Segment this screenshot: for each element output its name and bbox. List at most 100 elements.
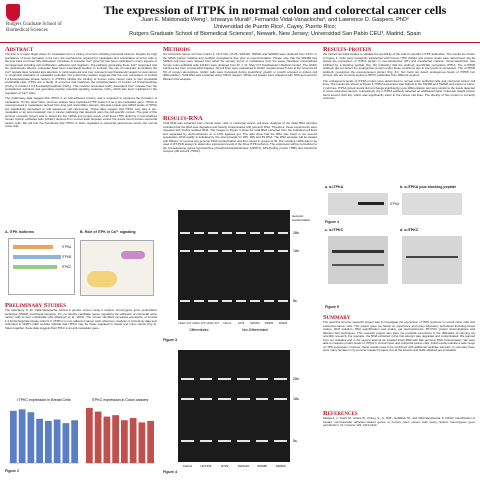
lane-label: CaCo2 [182,464,192,468]
lane-label: HCEC 2CT [192,322,206,325]
gel-band [237,378,250,380]
gel-band [274,440,287,442]
logo-shield [6,4,20,21]
gel-band [222,232,232,234]
references: References Marquez, J., Kohli, M., Artet… [323,410,475,428]
gel-band [250,300,260,302]
fig-caption: Figure 4 [163,470,177,474]
lane-label: SW620 [275,464,286,468]
heading: Results-RNA [163,115,203,122]
marker-label: 18s [293,249,299,253]
gel-band [274,398,287,400]
group-label: Differentiated [189,328,209,332]
gel-band [218,440,231,442]
affiliation: Universidad de Puerto Rico¹, Cayey, Puer… [213,24,337,30]
gel-band [278,250,288,252]
lane-label: HT29 [220,464,229,468]
group-label: Non-Differentiated [242,328,268,332]
gel-band [180,250,190,252]
gel-band [236,232,246,234]
fig-caption: Figure 4 [325,220,339,224]
heading: Summary [323,314,351,321]
abstract: Abstract The liver is a major target tis… [5,46,157,129]
summary: Summary The goal this summer research pr… [323,314,475,353]
gel [178,350,290,462]
logo-text: Rutgers Graduate School of Biomedical Sc… [6,22,62,33]
band-label: ITPKA [390,202,400,206]
blot-label: b. α-ITPKA plus blocking peptide [400,185,457,189]
gel-band [218,378,231,380]
gel-band [250,232,260,234]
bar [18,409,26,463]
heading: Preliminary Studies [5,302,66,309]
marker-label: 5s [293,439,297,443]
affiliation: Rutgers Graduate School of Biomedical Sc… [129,31,421,37]
lane-label: SW480 [264,322,274,325]
gel-band [199,378,213,380]
lane-label: HCT116 [200,464,212,468]
bar [62,423,70,463]
bar [121,420,128,463]
bar [45,420,52,463]
heading: Abstract [5,46,34,53]
text: Total RNA was extracted from normal colo… [163,121,317,153]
gel-band [274,378,287,380]
gel-band [194,300,204,302]
text: The liver is a major target tissue for m… [5,52,157,95]
lane-label: HCEC 3CT [206,322,220,325]
gel-band [237,398,250,400]
figure2: ITPKC expression in Breast Cells ITPKC ex… [9,398,155,464]
text: We carried out initial studies to valida… [323,52,475,77]
gel-band [236,300,246,302]
isoform: ITPKC [62,265,72,269]
results-protein: Results-protein We carried out initial s… [323,46,475,101]
lane-label: SW1116 [237,464,249,468]
bar [138,422,146,463]
gel-band [208,250,218,252]
fig-caption: Figure 2 [5,469,19,473]
authors: Juan E. Maldonado Weng¹, Ishwarya Murali… [141,17,409,23]
blot [402,236,462,284]
blot-band [358,202,384,205]
bar [94,411,102,463]
chart-title: ITPKC expression in Breast Cells [17,398,70,402]
gel-band [199,440,213,442]
gel-band [255,398,269,400]
gel-band [236,250,246,252]
blot-band [332,250,384,253]
enzyme [121,251,145,259]
text: The goal this summer research project wa… [323,320,475,352]
lane-label: SW620 [278,322,288,325]
blot-band [332,264,384,266]
header: Rutgers Graduate School of Biomedical Sc… [0,0,480,43]
gel-band [194,232,204,234]
isoform: ITPKB [62,255,72,259]
gel-band [180,232,190,234]
blot-band [406,256,458,258]
isoform-diagram: ITPKA ITPKB ITPKC [8,238,75,295]
methods: Methods Six colorectal cancer cell lines… [163,46,317,81]
marker-label: 28s [293,377,299,381]
gel-band [255,440,269,442]
text: The laboratory of Dr. Vidal-Vanaclocha c… [5,308,157,330]
blot-label: c. α-ITPKC [325,228,344,232]
lane-label: HCEC 1CT [178,322,192,325]
blot [402,193,462,215]
gel-band [222,250,232,252]
text: Six colorectal cancer cell lines (CaCo-2… [163,52,317,81]
gel-band [278,300,288,302]
gel [178,210,290,320]
marker-label: 5s [293,299,297,303]
heading: References [323,410,358,417]
gel-band [180,300,190,302]
gel-band [194,250,204,252]
gel-band [264,300,274,302]
blot [328,193,388,215]
blot [328,236,388,284]
lane-label: SW480 [257,464,267,468]
gel-band [208,232,218,234]
gel-band [181,440,194,442]
gel-band [181,398,194,400]
bar [86,407,93,463]
